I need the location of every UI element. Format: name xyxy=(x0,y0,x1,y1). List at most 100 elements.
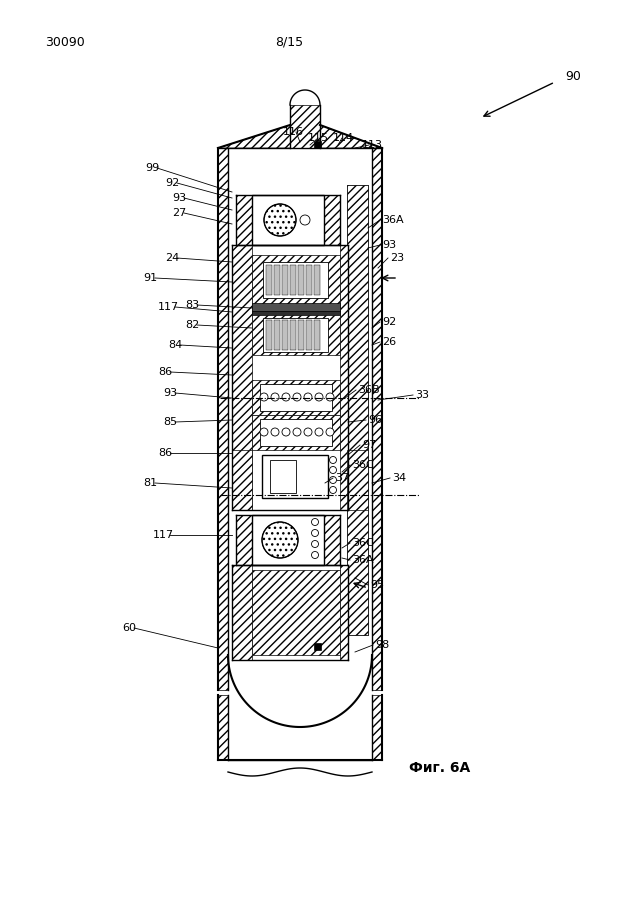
Text: 83: 83 xyxy=(185,300,199,310)
Bar xyxy=(314,643,321,650)
Text: 36C: 36C xyxy=(352,538,374,548)
Text: 26: 26 xyxy=(382,337,396,347)
Bar xyxy=(232,565,252,660)
Circle shape xyxy=(264,204,296,236)
Text: 92: 92 xyxy=(382,317,396,327)
Text: 92: 92 xyxy=(165,178,180,188)
Text: 97: 97 xyxy=(362,440,376,450)
Circle shape xyxy=(326,428,334,436)
Text: 82: 82 xyxy=(185,320,199,330)
Bar xyxy=(347,450,368,510)
Circle shape xyxy=(330,476,337,484)
Bar xyxy=(252,195,324,245)
Bar xyxy=(218,148,228,690)
Circle shape xyxy=(260,428,268,436)
Bar xyxy=(252,311,340,315)
Text: 36C: 36C xyxy=(352,460,374,470)
Text: 114: 114 xyxy=(333,133,354,143)
Circle shape xyxy=(330,457,337,464)
Text: 60: 60 xyxy=(122,623,136,633)
Bar xyxy=(314,265,320,295)
Circle shape xyxy=(271,393,279,401)
Circle shape xyxy=(311,530,318,537)
Polygon shape xyxy=(218,125,382,148)
Bar xyxy=(252,415,340,450)
Circle shape xyxy=(330,467,337,474)
Circle shape xyxy=(293,393,301,401)
Bar xyxy=(236,195,252,245)
Circle shape xyxy=(315,393,323,401)
Text: 34: 34 xyxy=(392,473,406,483)
Bar xyxy=(270,460,296,493)
Text: 93: 93 xyxy=(172,193,186,203)
Circle shape xyxy=(311,551,318,558)
Circle shape xyxy=(262,522,298,558)
Bar xyxy=(347,185,368,635)
Text: 8/15: 8/15 xyxy=(275,35,303,49)
Circle shape xyxy=(311,519,318,526)
Circle shape xyxy=(311,540,318,547)
Bar xyxy=(218,695,228,760)
Bar xyxy=(340,565,348,660)
Text: 33: 33 xyxy=(415,390,429,400)
Text: 90: 90 xyxy=(565,69,581,83)
Bar xyxy=(314,141,321,148)
Text: 99: 99 xyxy=(145,163,159,173)
Bar xyxy=(340,245,348,510)
Text: 93: 93 xyxy=(163,388,177,398)
Circle shape xyxy=(330,486,337,494)
Bar xyxy=(263,318,328,352)
Bar xyxy=(324,195,340,245)
Text: 86: 86 xyxy=(158,367,172,377)
Bar xyxy=(298,320,304,350)
Text: 84: 84 xyxy=(168,340,182,350)
Bar xyxy=(252,315,340,355)
Bar xyxy=(274,320,280,350)
Text: 96: 96 xyxy=(368,415,382,425)
Bar xyxy=(252,255,340,305)
Circle shape xyxy=(315,428,323,436)
Bar xyxy=(263,262,328,298)
Bar xyxy=(252,303,340,311)
Text: 86: 86 xyxy=(158,448,172,458)
Text: 98: 98 xyxy=(375,640,389,650)
Bar xyxy=(232,450,252,510)
Bar xyxy=(252,570,340,655)
Circle shape xyxy=(282,428,290,436)
Circle shape xyxy=(293,428,301,436)
Circle shape xyxy=(271,428,279,436)
Circle shape xyxy=(304,393,312,401)
Circle shape xyxy=(260,393,268,401)
Bar xyxy=(260,384,332,411)
Text: 30090: 30090 xyxy=(45,35,85,49)
Bar xyxy=(274,265,280,295)
Circle shape xyxy=(300,215,310,225)
Bar xyxy=(266,320,272,350)
Circle shape xyxy=(282,393,290,401)
Bar xyxy=(290,320,296,350)
Circle shape xyxy=(326,393,334,401)
Text: 91: 91 xyxy=(143,273,157,283)
Bar xyxy=(236,515,252,565)
Text: 116: 116 xyxy=(283,127,304,137)
Bar xyxy=(252,380,340,415)
Circle shape xyxy=(304,428,312,436)
Text: 37: 37 xyxy=(335,473,349,483)
Bar xyxy=(282,265,288,295)
Text: 36A: 36A xyxy=(352,555,374,565)
Bar xyxy=(372,695,382,760)
Text: 24: 24 xyxy=(165,253,180,263)
Text: 36A: 36A xyxy=(382,215,404,225)
Text: 113: 113 xyxy=(362,140,383,150)
Bar xyxy=(266,265,272,295)
Bar xyxy=(282,320,288,350)
Bar xyxy=(252,515,324,565)
Bar xyxy=(232,245,252,510)
Bar xyxy=(347,185,368,635)
Bar xyxy=(298,265,304,295)
Bar xyxy=(306,320,312,350)
Text: 36B: 36B xyxy=(358,385,380,395)
Text: 117: 117 xyxy=(153,530,174,540)
Text: 117: 117 xyxy=(158,302,179,312)
Text: 115: 115 xyxy=(308,133,329,143)
